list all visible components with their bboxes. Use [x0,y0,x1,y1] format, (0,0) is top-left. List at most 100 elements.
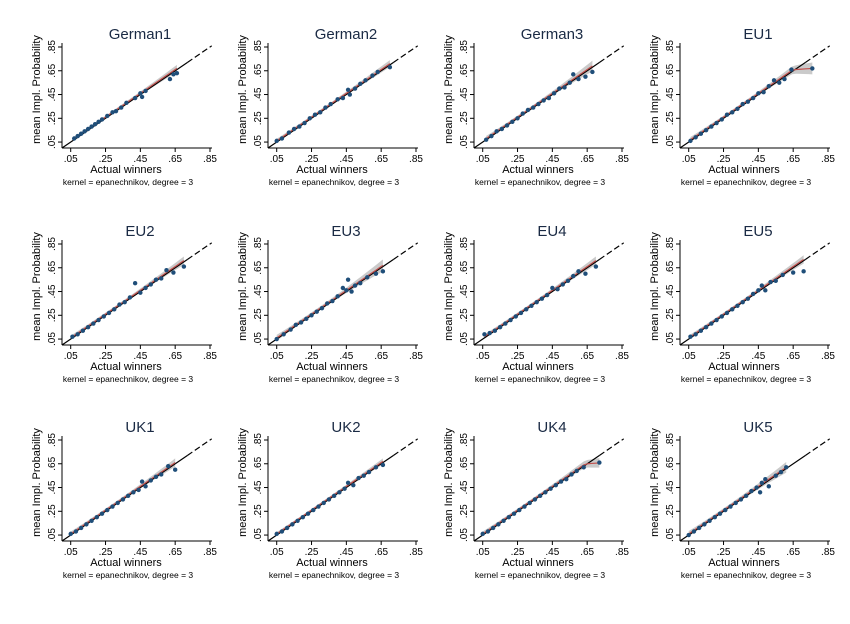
kernel-note: kernel = epanechnikov, degree = 3 [63,177,194,187]
data-point [728,504,733,509]
data-point [719,314,724,319]
data-point [318,110,323,115]
data-point [125,493,131,499]
x-tick-label: .85 [203,154,217,165]
y-tick-label: .85 [253,237,264,251]
data-point [127,295,133,300]
y-tick-label: .05 [459,332,470,346]
y-tick-label: .65 [459,260,470,274]
data-point [548,486,553,491]
data-point [138,290,143,295]
data-point [373,465,379,470]
x-tick-label: .65 [168,351,182,362]
data-point [789,67,794,72]
data-point [536,101,541,107]
data-point [544,292,550,298]
data-point [117,302,122,307]
data-point [159,276,164,281]
data-point [288,327,293,332]
data-point [743,493,749,499]
chart-title: German3 [521,26,584,43]
data-point [159,472,164,477]
data-point [124,100,129,106]
data-point [115,500,120,506]
data-point [777,80,782,85]
chart-title: EU4 [537,223,566,240]
data-point [703,324,709,330]
x-axis-title: Actual winners [708,164,780,176]
y-tick-label: .25 [253,504,264,518]
data-point [132,281,138,286]
data-point [733,500,738,506]
data-point [574,468,579,474]
x-axis-title: Actual winners [708,361,780,373]
y-tick-label: .65 [665,456,676,470]
data-point [688,138,693,144]
data-point [309,313,314,318]
data-point [307,116,312,121]
data-point [311,507,316,513]
data-point [366,469,372,475]
data-point [810,66,815,71]
data-point [693,135,698,140]
chart-title: German1 [109,26,172,43]
y-tick-label: .25 [459,308,470,322]
data-point [291,126,297,132]
data-point [361,473,366,478]
data-point [143,484,148,489]
kernel-note: kernel = epanechnikov, degree = 3 [63,374,194,384]
x-tick-label: .65 [580,351,594,362]
y-tick-label: .25 [459,111,470,125]
data-point [122,300,127,305]
y-tick-label: .05 [47,135,58,149]
data-point [323,105,328,110]
data-point [345,87,351,92]
data-point [136,487,141,493]
y-tick-label: .65 [47,260,58,274]
x-axis-title: Actual winners [502,164,574,176]
data-point [778,469,784,475]
data-point [328,101,333,107]
data-point [522,504,527,509]
data-point [524,307,529,312]
x-tick-label: .65 [786,351,800,362]
y-axis-title: mean Impl. Probability [649,35,661,144]
data-point [96,317,101,323]
data-point [181,264,187,269]
x-tick-label: .65 [168,154,182,165]
x-tick-label: .05 [270,547,284,558]
y-tick-label: .45 [665,284,676,298]
x-tick-label: .65 [374,547,388,558]
y-tick-label: .45 [459,480,470,494]
data-point [286,130,292,135]
x-tick-label: .45 [545,351,559,362]
y-tick-label: .45 [253,87,264,101]
x-tick-label: .05 [682,547,696,558]
x-tick-label: .45 [339,547,353,558]
kernel-note: kernel = epanechnikov, degree = 3 [475,177,606,187]
data-point [730,110,735,115]
data-point [750,95,756,101]
x-tick-label: .05 [64,351,78,362]
data-point [105,113,110,119]
x-tick-label: .85 [821,351,835,362]
diagonal-line-dashed [187,438,213,456]
data-point [352,86,358,91]
x-axis-title: Actual winners [90,361,162,373]
x-tick-label: .25 [99,154,113,165]
data-point [583,271,588,276]
data-point [567,80,572,85]
diagonal-line-dashed [393,45,419,63]
x-axis-title: Actual winners [708,557,780,569]
data-point [363,78,368,83]
data-point [696,525,702,531]
data-point [517,507,522,513]
x-axis-title: Actual winners [296,361,368,373]
data-point [723,507,728,513]
y-tick-label: .25 [47,308,58,322]
data-point [771,78,777,83]
y-tick-label: .25 [253,111,264,125]
data-point [82,129,87,134]
data-point [71,136,77,141]
